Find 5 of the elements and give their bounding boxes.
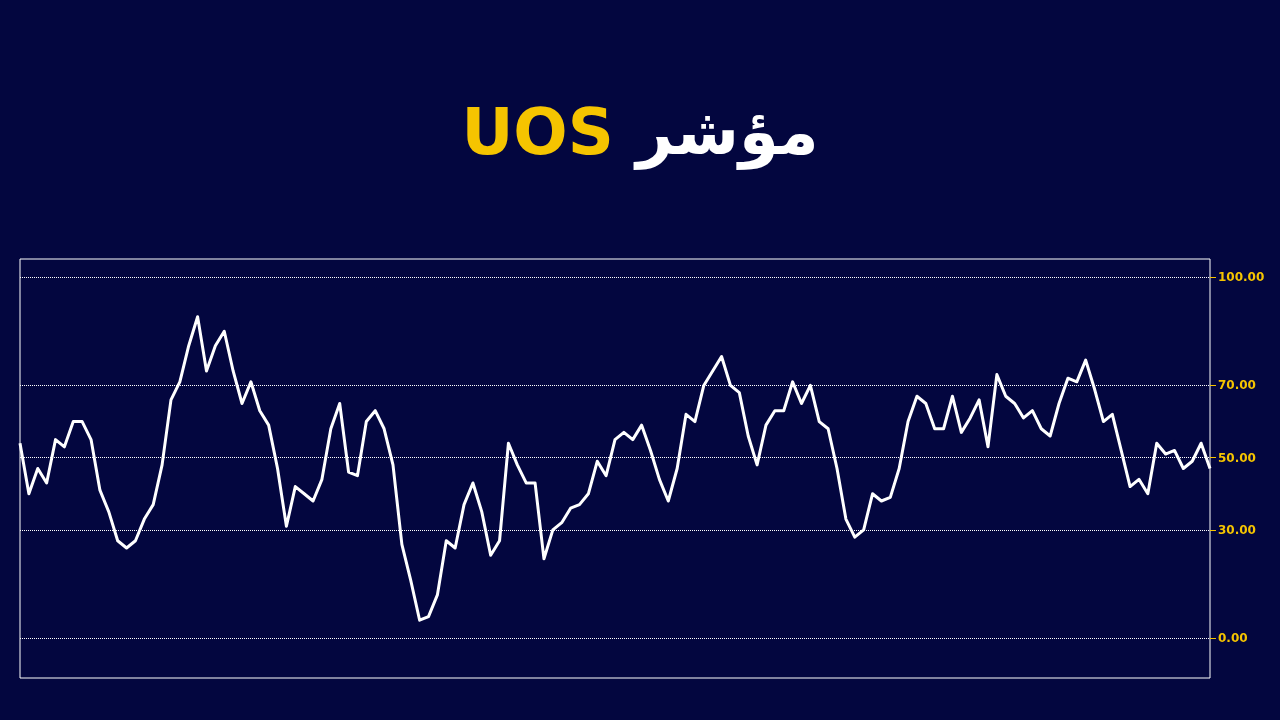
y-tick-label: 100.00 (1218, 270, 1265, 285)
y-tick-label: 50.00 (1218, 450, 1256, 465)
y-tick-label: 30.00 (1218, 522, 1256, 537)
y-tick-label: 70.00 (1218, 378, 1256, 393)
y-tick-label: 0.00 (1218, 631, 1248, 646)
